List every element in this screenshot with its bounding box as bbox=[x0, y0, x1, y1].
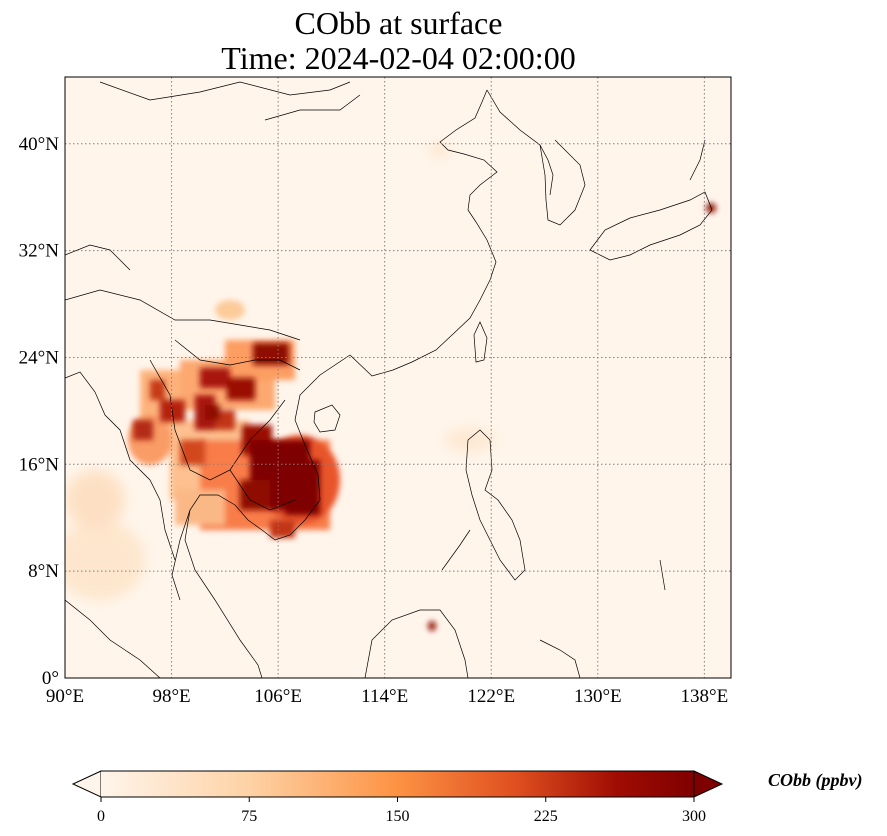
colorbar-max-extend bbox=[693, 770, 724, 798]
colorbar-tick-label: 0 bbox=[97, 808, 105, 825]
y-tick-label: 32°N bbox=[19, 241, 60, 262]
map-title-line2: Time: 2024-02-04 02:00:00 bbox=[221, 40, 576, 76]
x-tick-label: 122°E bbox=[467, 686, 515, 707]
colorbar-ticks: 0 75 150 225 300 bbox=[97, 797, 706, 825]
colorbar-gradient bbox=[101, 771, 694, 797]
y-tick-label: 0° bbox=[42, 668, 59, 689]
x-tick-label: 114°E bbox=[361, 686, 408, 707]
y-tick-label: 8°N bbox=[28, 561, 59, 582]
y-tick-label: 40°N bbox=[19, 134, 60, 155]
x-tick-label: 138°E bbox=[681, 686, 729, 707]
colorbar: 0 75 150 225 300 bbox=[71, 770, 724, 825]
colorbar-tick-label: 150 bbox=[386, 808, 410, 825]
map-title-line1: CObb at surface bbox=[294, 5, 503, 41]
x-tick-labels: 90°E 98°E 106°E 114°E 122°E 130°E 138°E bbox=[46, 686, 728, 707]
y-tick-label: 24°N bbox=[19, 347, 60, 368]
gridlines bbox=[65, 77, 731, 678]
colorbar-tick-label: 225 bbox=[534, 808, 558, 825]
x-tick-label: 90°E bbox=[46, 686, 84, 707]
x-tick-label: 98°E bbox=[152, 686, 190, 707]
map-frame bbox=[64, 76, 732, 679]
colorbar-tick-label: 75 bbox=[241, 808, 257, 825]
colorbar-min-extend bbox=[71, 770, 102, 798]
concentration-field bbox=[65, 81, 716, 678]
x-tick-label: 130°E bbox=[574, 686, 622, 707]
colorbar-label: CObb (ppbv) bbox=[768, 770, 863, 790]
colorbar-tick-label: 300 bbox=[682, 808, 706, 825]
x-tick-label: 106°E bbox=[254, 686, 302, 707]
y-tick-label: 16°N bbox=[19, 454, 60, 475]
coastlines bbox=[65, 81, 713, 678]
y-tick-labels: 0° 8°N 16°N 24°N 32°N 40°N bbox=[19, 134, 60, 689]
